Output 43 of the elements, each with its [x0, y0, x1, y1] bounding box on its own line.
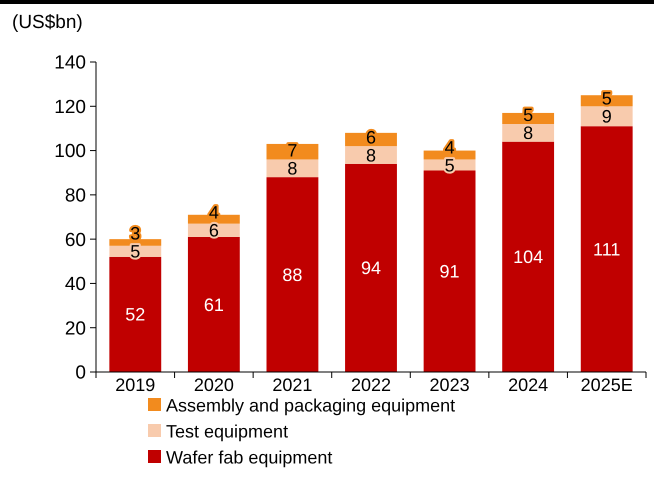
bar	[266, 177, 318, 372]
x-tick-label: 2021	[272, 375, 312, 395]
y-tick-label: 140	[54, 52, 86, 74]
bar	[345, 164, 397, 372]
y-tick-label: 20	[64, 318, 86, 340]
data-label: 5	[130, 242, 140, 262]
bar	[502, 142, 554, 372]
y-tick-label: 100	[54, 141, 86, 162]
data-label: 94	[360, 258, 382, 278]
y-tick-label: 120	[54, 96, 86, 118]
data-label: 6	[366, 127, 376, 148]
x-tick-label: 2020	[194, 375, 234, 395]
data-label: 88	[282, 264, 302, 285]
bar	[188, 236, 240, 372]
legend-label: Assembly and packaging equipment	[166, 395, 456, 416]
data-label: 5	[444, 155, 455, 176]
y-tick-label: 60	[64, 230, 86, 251]
data-label: 9	[602, 106, 612, 127]
data-label: 7	[287, 140, 298, 161]
x-tick-label: 2022	[350, 375, 392, 395]
legend-label: Wafer fab equipment	[166, 447, 332, 468]
data-label: 8	[366, 145, 376, 166]
x-tick-label: 2024	[508, 375, 548, 395]
data-label: 52	[125, 304, 146, 325]
data-label: 104	[513, 247, 544, 268]
y-axis-title: (US$bn)	[12, 12, 83, 33]
data-label: 111	[593, 239, 620, 260]
data-label: 8	[287, 158, 298, 179]
y-tick-label: 80	[64, 186, 86, 207]
data-label: 61	[204, 294, 224, 315]
data-label: 8	[523, 123, 534, 144]
bar	[424, 170, 476, 372]
x-tick-label: 2023	[430, 375, 470, 395]
bar	[109, 256, 162, 372]
data-label: 6	[208, 220, 219, 241]
x-tick-label: 2025E	[580, 375, 633, 395]
data-label: 91	[440, 262, 460, 282]
legend-label: Test equipment	[166, 421, 288, 442]
data-label: 3	[130, 224, 140, 244]
y-tick-label: 40	[64, 274, 86, 296]
bar	[580, 126, 633, 372]
x-tick-label: 2019	[115, 375, 156, 395]
y-tick-label: 0	[75, 362, 86, 384]
